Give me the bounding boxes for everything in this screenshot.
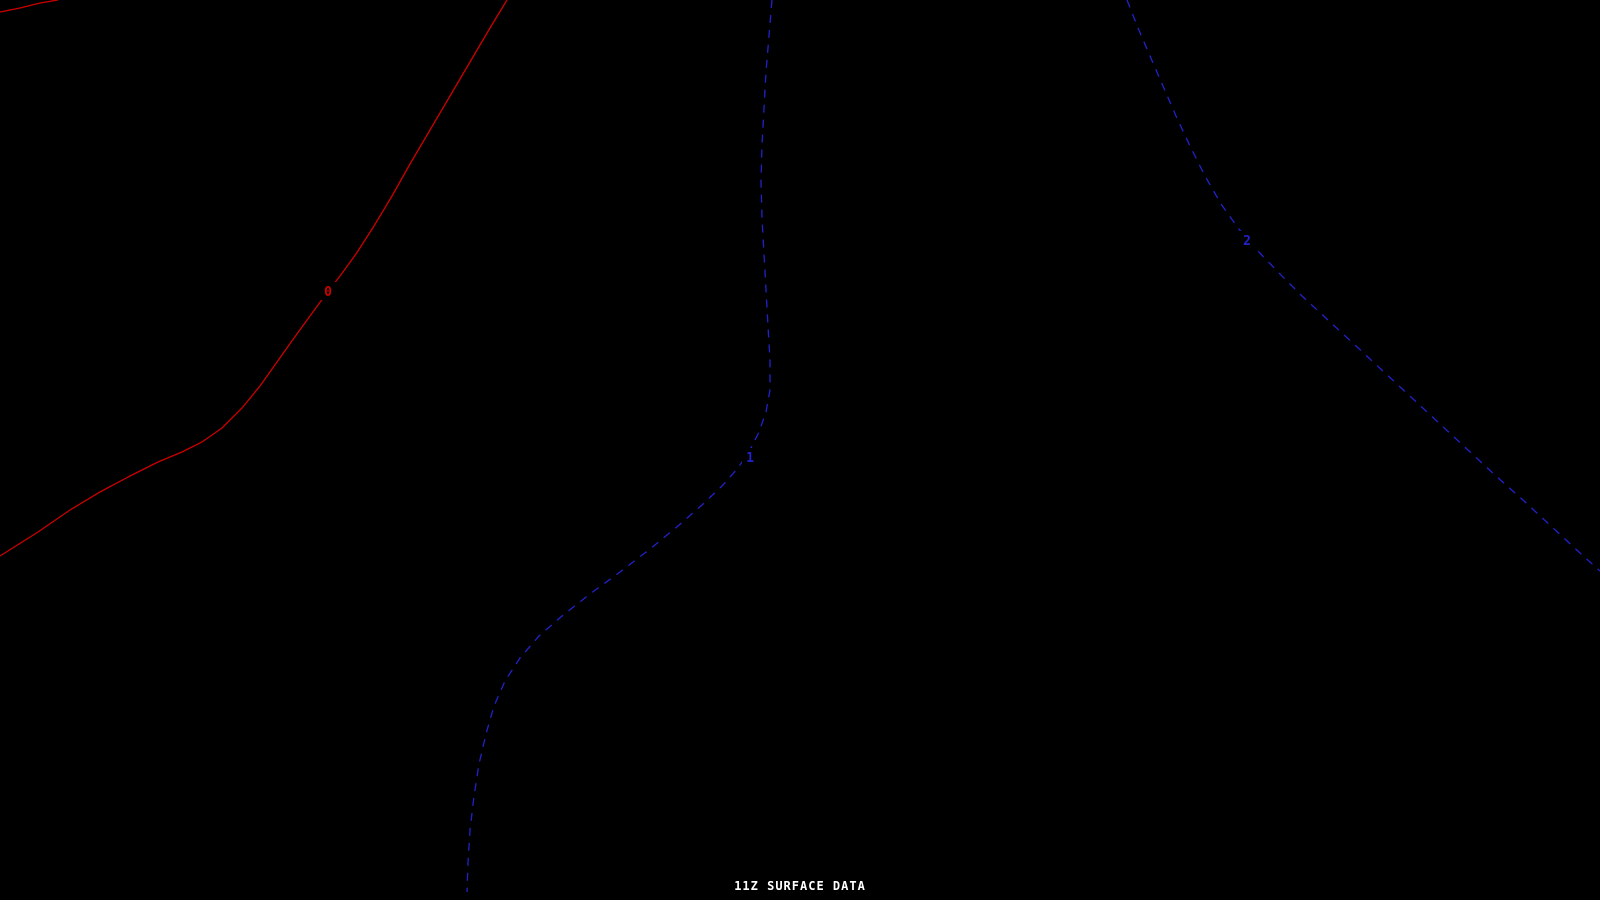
- chart-caption: 11Z SURFACE DATA: [734, 879, 866, 893]
- contour-0-line: [0, 0, 508, 557]
- contour-1-label: 1: [746, 451, 754, 466]
- contour-2-line: [1126, 0, 1600, 572]
- contour-1-label-mask: [742, 448, 758, 466]
- contour-1-line: [466, 0, 773, 893]
- contour-2-label-mask: [1239, 231, 1255, 249]
- contour-0-corner-segment-line: [0, 0, 59, 13]
- contour-0-label-mask: [320, 282, 336, 300]
- contour-0-label: 0: [324, 285, 332, 300]
- contour-2-label: 2: [1243, 234, 1251, 249]
